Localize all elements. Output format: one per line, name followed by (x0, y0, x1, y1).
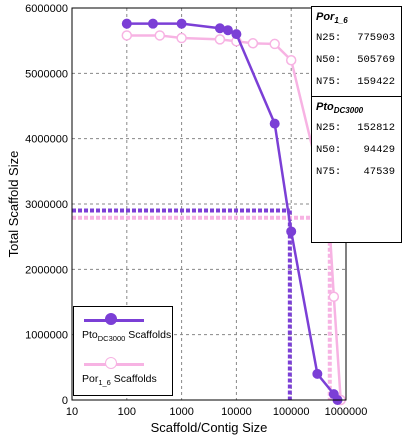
data-point (214, 23, 225, 34)
stats-row: N50: 505769 (316, 54, 395, 66)
legend-item-pto: PtoDC3000 Scaffolds (74, 307, 172, 351)
y-tick-labels: 0 1000000 2000000 3000000 4000000 5000000 6000… (25, 3, 68, 407)
data-point (214, 34, 226, 45)
legend-label-por: Por1_6 Scaffolds (82, 373, 157, 388)
legend: PtoDC3000 Scaffolds Por1_6 Scaffolds (73, 306, 173, 396)
y-tick-label: 0 (62, 395, 68, 407)
stats-row: N50: 94429 (316, 144, 395, 156)
x-axis-title: Scaffold/Contig Size (151, 420, 268, 435)
data-point (312, 368, 323, 379)
data-point (328, 291, 340, 303)
x-tick-label: 10 (66, 406, 78, 418)
data-point (147, 18, 158, 29)
n-stats-box: Por1_6 N25: 775903 N50: 505769 N75: 159422 … (311, 6, 402, 243)
data-point (269, 118, 280, 129)
x-tick-label: 10000 (221, 406, 252, 418)
series-pto (121, 18, 343, 405)
y-tick-label: 1000000 (25, 330, 68, 342)
x-tick-label: 100000 (273, 406, 310, 418)
stats-row: N75: 159422 (316, 76, 395, 88)
data-point (121, 18, 132, 29)
y-tick-label: 6000000 (25, 3, 68, 15)
y-tick-label: 2000000 (25, 264, 68, 276)
stats-title-pto: PtoDC3000 (316, 101, 364, 116)
y-tick-label: 5000000 (25, 68, 68, 80)
x-tick-label: 1000000 (325, 406, 368, 418)
data-point (286, 226, 297, 237)
data-point (285, 55, 297, 66)
y-axis-title: Total Scaffold Size (6, 151, 21, 258)
legend-swatch-marker (105, 357, 117, 369)
x-tick-label: 1000 (169, 406, 193, 418)
stats-row: N25: 152812 (316, 122, 395, 134)
stats-title-por: Por1_6 (316, 11, 348, 26)
stats-row: N75: 47539 (316, 166, 395, 178)
y-tick-label: 3000000 (25, 199, 68, 211)
x-tick-label: 100 (118, 406, 136, 418)
data-point (176, 32, 187, 44)
legend-item-por: Por1_6 Scaffolds (74, 351, 172, 395)
data-point (154, 30, 166, 41)
stats-row: N25: 775903 (316, 32, 395, 44)
stats-divider (312, 96, 401, 97)
data-point (176, 18, 187, 29)
data-point (269, 38, 280, 50)
stats-section-por: Por1_6 N25: 775903 N50: 505769 N75: 159422 (312, 11, 401, 93)
legend-swatch-marker (105, 313, 117, 325)
x-tick-labels: 10 100 1000 10000 100000 1000000 (66, 406, 368, 418)
stats-section-pto: PtoDC3000 N25: 152812 N50: 94429 N75: 47539 (312, 101, 401, 183)
y-tick-label: 4000000 (25, 134, 68, 146)
data-point (121, 30, 133, 41)
data-point (247, 38, 259, 49)
data-point (231, 29, 242, 40)
legend-label-pto: PtoDC3000 Scaffolds (82, 329, 172, 344)
data-point (222, 25, 233, 36)
